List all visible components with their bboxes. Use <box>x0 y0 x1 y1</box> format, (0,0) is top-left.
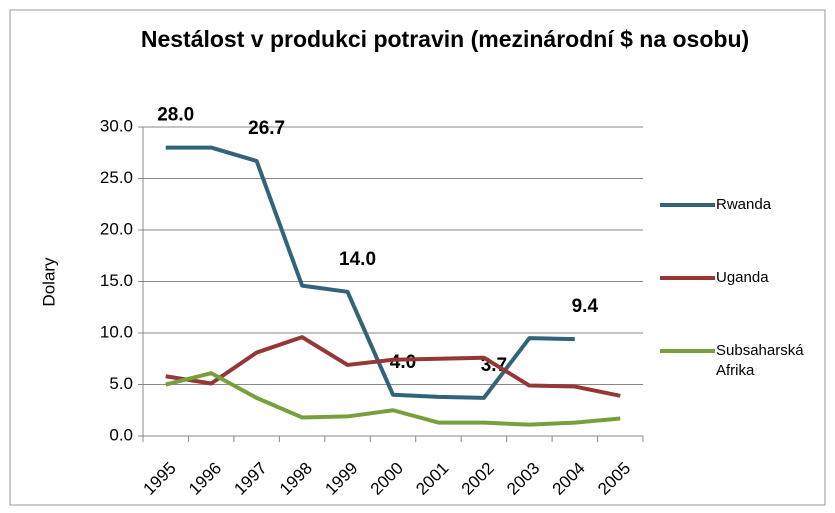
line-series <box>165 371 621 427</box>
chart-title: Nestálost v produkci potravin (mezinárod… <box>140 26 750 52</box>
y-tick-label: 5.0 <box>109 374 133 393</box>
y-tick-label: 15.0 <box>100 271 133 290</box>
line-series <box>165 145 575 400</box>
data-label: 4.0 <box>390 352 416 373</box>
y-tick-label: 0.0 <box>109 425 133 444</box>
y-tick-label: 20.0 <box>100 219 133 238</box>
legend-label: Uganda <box>716 269 769 286</box>
data-label: 14.0 <box>339 249 376 270</box>
legend-label: Rwanda <box>716 196 772 213</box>
legend-label: Subsaharská Afrika <box>716 342 804 379</box>
y-tick-label: 30.0 <box>100 116 133 135</box>
line-series <box>165 335 621 398</box>
data-label: 28.0 <box>157 105 194 126</box>
data-label: 26.7 <box>248 118 285 139</box>
y-tick-label: 25.0 <box>100 168 133 187</box>
y-tick-label: 10.0 <box>100 322 133 341</box>
chart-frame <box>9 9 826 506</box>
data-label: 9.4 <box>572 296 599 317</box>
y-axis-label: Dolary <box>39 257 58 307</box>
